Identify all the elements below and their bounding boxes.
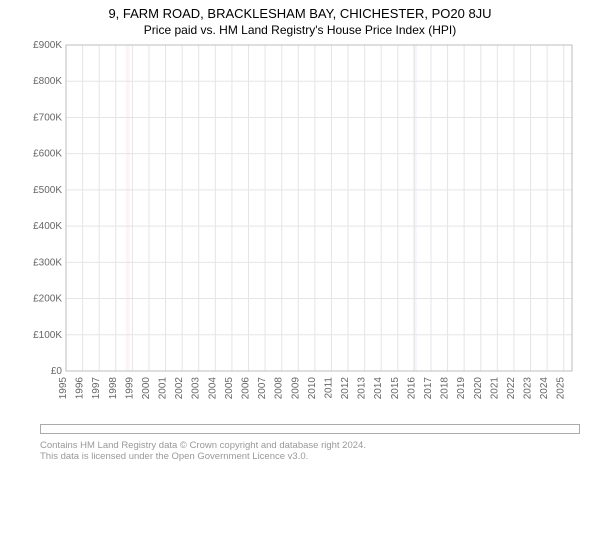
x-tick-label: 2012 (340, 377, 351, 400)
x-tick-label: 1997 (91, 377, 102, 400)
x-tick-label: 2003 (191, 377, 202, 400)
x-tick-label: 1995 (58, 377, 69, 400)
x-tick: 2000 (141, 377, 152, 400)
price-chart: £0 £100K £200K £300K £400K £500K £600K £700K £80… (20, 41, 580, 416)
chart-area: £0 £100K £200K £300K £400K £500K £600K £700K £80… (20, 41, 580, 416)
y-tick-label: £800K (33, 76, 62, 87)
footnote-line: Contains HM Land Registry data © Crown c… (40, 440, 580, 451)
x-tick-label: 2002 (174, 377, 185, 400)
x-tick: 2012 (340, 377, 351, 400)
x-tick: 2015 (390, 377, 401, 400)
x-tick: 2004 (207, 377, 218, 400)
footnote-line: This data is licensed under the Open Gov… (40, 451, 580, 462)
x-tick-label: 2008 (274, 377, 285, 400)
y-tick-label: £400K (33, 221, 62, 232)
x-tick: 2024 (539, 377, 550, 400)
highlight-band (126, 45, 130, 371)
x-tick-label: 2024 (539, 377, 550, 400)
y-tick-label: £500K (33, 185, 62, 196)
x-tick-label: 2023 (523, 377, 534, 400)
x-tick: 2022 (506, 377, 517, 400)
x-tick: 1999 (124, 377, 135, 400)
x-tick-label: 1998 (108, 377, 119, 400)
x-tick: 2023 (523, 377, 534, 400)
x-tick: 2003 (191, 377, 202, 400)
y-tick-label: £0 (51, 366, 63, 377)
x-tick: 1996 (75, 377, 86, 400)
x-tick-label: 2017 (423, 377, 434, 400)
x-tick-label: 2009 (290, 377, 301, 400)
x-tick-label: 2013 (357, 377, 368, 400)
plot-border (66, 45, 572, 371)
x-tick-label: 2014 (373, 377, 384, 400)
x-tick: 2016 (406, 377, 417, 400)
legend (40, 424, 580, 434)
x-tick: 2009 (290, 377, 301, 400)
y-tick-label: £700K (33, 112, 62, 123)
x-tick-label: 2019 (456, 377, 467, 400)
x-tick: 2025 (556, 377, 567, 400)
x-tick: 1998 (108, 377, 119, 400)
chart-subtitle: Price paid vs. HM Land Registry's House … (0, 21, 600, 41)
y-tick-label: £100K (33, 330, 62, 341)
x-tick-label: 2001 (158, 377, 169, 400)
x-tick: 2017 (423, 377, 434, 400)
x-tick-label: 2016 (406, 377, 417, 400)
x-tick: 2019 (456, 377, 467, 400)
x-tick: 2001 (158, 377, 169, 400)
x-tick: 2020 (473, 377, 484, 400)
x-tick-label: 2005 (224, 377, 235, 400)
x-tick: 2018 (440, 377, 451, 400)
x-tick-label: 2025 (556, 377, 567, 400)
x-tick: 2006 (240, 377, 251, 400)
footnote: Contains HM Land Registry data © Crown c… (40, 440, 580, 462)
x-tick-label: 2004 (207, 377, 218, 400)
x-tick-label: 2010 (307, 377, 318, 400)
x-tick-label: 1996 (75, 377, 86, 400)
x-tick: 2011 (323, 377, 334, 399)
y-tick-label: £600K (33, 149, 62, 160)
x-tick-label: 2022 (506, 377, 517, 400)
x-tick-label: 2020 (473, 377, 484, 400)
x-tick: 2010 (307, 377, 318, 400)
x-tick: 2014 (373, 377, 384, 400)
x-tick: 2021 (489, 377, 500, 400)
x-tick: 1997 (91, 377, 102, 400)
x-tick-label: 2021 (489, 377, 500, 400)
x-tick-label: 2007 (257, 377, 268, 400)
x-tick-label: 1999 (124, 377, 135, 400)
x-tick-label: 2011 (323, 377, 334, 399)
x-tick: 2005 (224, 377, 235, 400)
x-tick-label: 2006 (240, 377, 251, 400)
x-tick-label: 2018 (440, 377, 451, 400)
x-tick: 2013 (357, 377, 368, 400)
y-tick-label: £300K (33, 257, 62, 268)
x-tick-label: 2015 (390, 377, 401, 400)
x-tick: 1995 (58, 377, 69, 400)
y-tick-label: £900K (33, 41, 62, 51)
x-tick: 2002 (174, 377, 185, 400)
x-tick-label: 2000 (141, 377, 152, 400)
y-tick-label: £200K (33, 294, 62, 305)
x-tick: 2007 (257, 377, 268, 400)
x-tick: 2008 (274, 377, 285, 400)
chart-title: 9, FARM ROAD, BRACKLESHAM BAY, CHICHESTE… (0, 0, 600, 21)
